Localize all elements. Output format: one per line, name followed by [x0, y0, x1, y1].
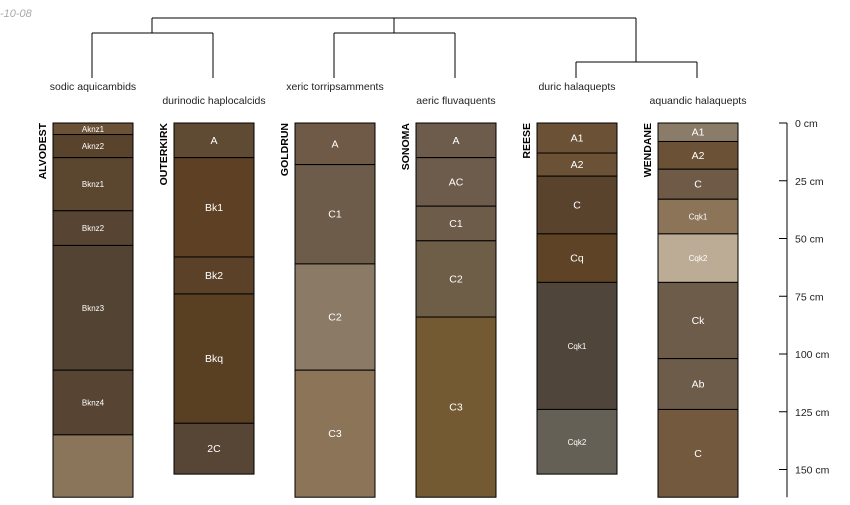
horizon-unlabeled	[52, 434, 134, 498]
horizon-label: AC	[449, 176, 464, 188]
horizon-label: Bknz1	[82, 180, 105, 189]
horizon-2c	[173, 422, 255, 475]
taxon-label: duric halaquepts	[538, 81, 615, 93]
horizon-label: C	[573, 200, 581, 212]
horizon-cqk1	[536, 281, 618, 410]
horizon-bknz4	[52, 369, 134, 436]
depth-axis-tick-label: 75 cm	[795, 291, 824, 303]
horizon-label: C3	[449, 402, 463, 414]
horizon-label: 2C	[207, 443, 221, 455]
horizon-label: Ck	[692, 315, 706, 327]
horizon-label: Bk1	[205, 202, 223, 214]
horizon-cq	[536, 233, 618, 283]
taxon-label: aquandic halaquepts	[650, 95, 747, 107]
horizon-c	[536, 175, 618, 235]
depth-axis-tick-label: 100 cm	[795, 349, 830, 361]
horizon-label: Bknz4	[82, 399, 105, 408]
horizon-c	[657, 408, 739, 498]
depth-axis-tick-label: 125 cm	[795, 407, 830, 419]
profile-id-label: WENDANE	[642, 123, 654, 177]
taxon-label: xeric torripsamments	[286, 81, 383, 93]
horizon-cqk1	[657, 198, 739, 235]
horizon-c2	[415, 240, 497, 318]
horizon-label: Cqk2	[568, 438, 587, 447]
horizon-label: A2	[692, 150, 705, 162]
horizon-label: Bk2	[205, 270, 223, 282]
horizon-label: C2	[449, 273, 463, 285]
horizon-bk1	[173, 157, 255, 258]
horizon-label: Cqk1	[689, 213, 708, 222]
horizon-ab	[657, 358, 739, 410]
horizon-label: A	[452, 135, 459, 147]
horizon-label: A	[210, 135, 217, 147]
horizon-cqk2	[536, 408, 618, 475]
horizon-c1	[415, 205, 497, 242]
horizon-label: C3	[328, 428, 342, 440]
taxon-label: durinodic haplocalcids	[162, 95, 265, 107]
horizon-label: Cqk1	[568, 342, 587, 351]
horizon-c	[657, 168, 739, 200]
horizon-c2	[294, 263, 376, 371]
date-label: -10-08	[0, 8, 32, 20]
horizon-bkq	[173, 293, 255, 424]
horizon-c3	[294, 369, 376, 498]
horizon-bk2	[173, 256, 255, 295]
horizon-label: Aknz1	[82, 125, 105, 134]
horizon-a	[294, 122, 376, 166]
horizon-ac	[415, 157, 497, 207]
depth-axis-tick-label: 0 cm	[795, 118, 818, 130]
depth-axis-tick-label: 50 cm	[795, 234, 824, 246]
horizon-label: A	[331, 138, 338, 150]
horizon-label: Bknz2	[82, 224, 105, 233]
profile-id-label: GOLDRUN	[279, 123, 291, 176]
horizon-label: Aknz2	[82, 142, 105, 151]
horizon-label: A2	[571, 159, 584, 171]
taxon-label: sodic aquicambids	[50, 81, 136, 93]
profile-id-label: ALVODEST	[37, 122, 49, 179]
horizon-label: A1	[571, 133, 584, 145]
horizon-a	[173, 122, 255, 159]
horizon-a	[415, 122, 497, 159]
horizon-c3	[415, 316, 497, 498]
horizon-ck	[657, 281, 739, 360]
profile-id-label: REESE	[521, 123, 533, 159]
horizon-label: Bknz3	[82, 304, 105, 313]
horizon-c1	[294, 164, 376, 265]
horizon-label: Cqk2	[689, 254, 708, 263]
horizon-label: Cq	[570, 253, 584, 265]
horizon-a1	[536, 122, 618, 154]
profile-id-label: SONOMA	[400, 123, 412, 171]
depth-axis-tick-label: 25 cm	[795, 176, 824, 188]
horizon-label: Ab	[692, 379, 705, 391]
horizon-label: C	[694, 179, 702, 191]
horizon-label: Bkq	[205, 353, 223, 365]
horizon-label: C	[694, 448, 702, 460]
depth-axis-tick-label: 150 cm	[795, 465, 830, 477]
horizon-label: A1	[692, 127, 705, 139]
horizon-label: C1	[449, 218, 463, 230]
taxon-label: aeric fluvaquents	[416, 95, 495, 107]
horizon-label: C1	[328, 209, 342, 221]
horizon-label: C2	[328, 312, 342, 324]
horizon-a2	[657, 140, 739, 170]
profile-id-label: OUTERKIRK	[158, 123, 170, 186]
